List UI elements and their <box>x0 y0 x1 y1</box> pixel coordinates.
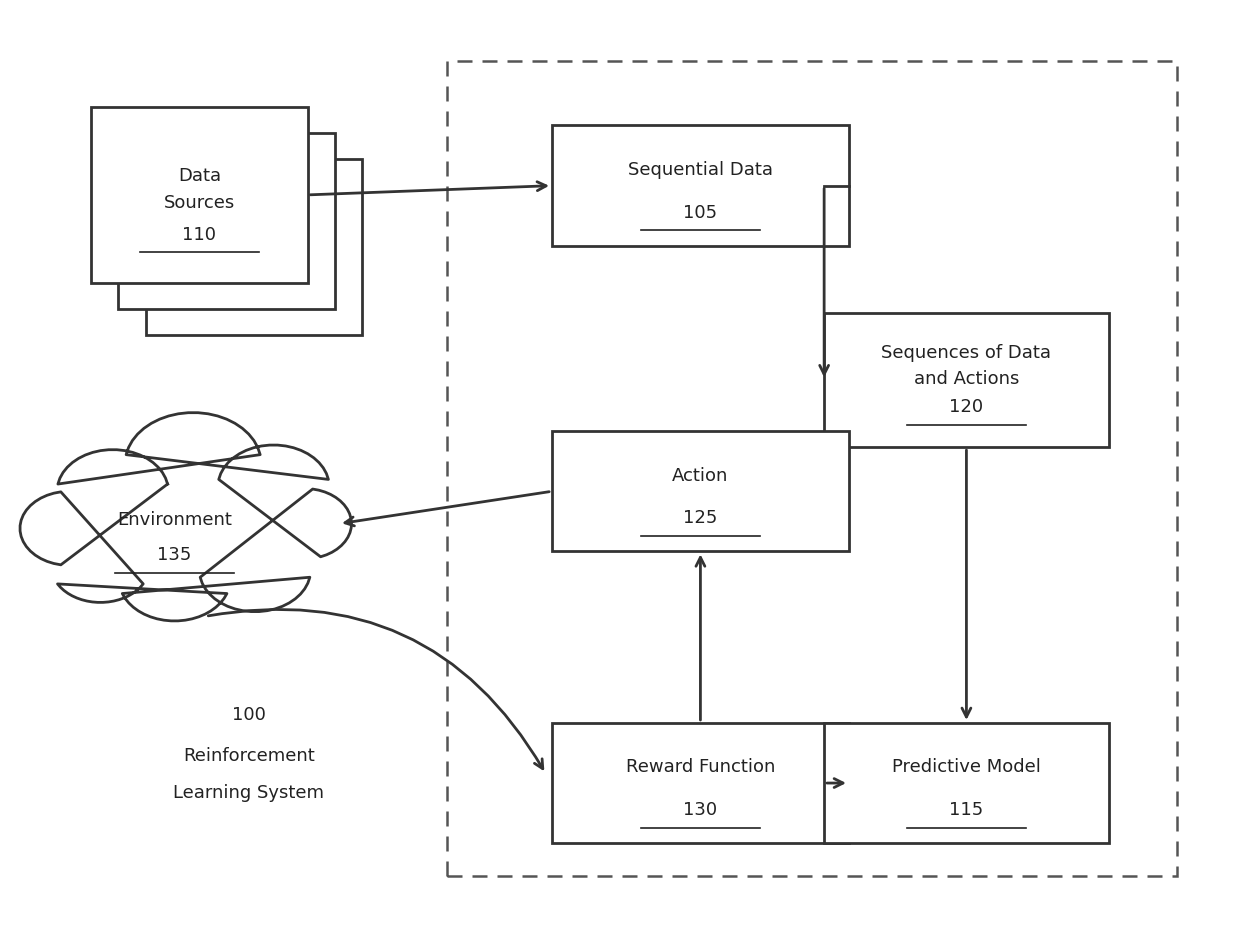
FancyBboxPatch shape <box>91 108 308 284</box>
Text: Action: Action <box>672 466 729 484</box>
Text: Reinforcement: Reinforcement <box>184 746 315 765</box>
Text: 135: 135 <box>157 546 192 563</box>
FancyBboxPatch shape <box>552 432 849 552</box>
FancyBboxPatch shape <box>825 723 1109 844</box>
Text: 120: 120 <box>950 397 983 416</box>
FancyBboxPatch shape <box>552 723 849 844</box>
FancyBboxPatch shape <box>825 314 1109 448</box>
Text: 105: 105 <box>683 203 718 222</box>
Text: Sequential Data: Sequential Data <box>627 161 773 179</box>
Text: Data: Data <box>177 166 221 185</box>
Text: Learning System: Learning System <box>174 783 325 802</box>
Text: Environment: Environment <box>117 510 232 529</box>
FancyBboxPatch shape <box>118 134 335 309</box>
Text: 115: 115 <box>950 800 983 818</box>
Text: Reward Function: Reward Function <box>626 757 775 776</box>
FancyBboxPatch shape <box>552 126 849 247</box>
Text: and Actions: and Actions <box>914 370 1019 388</box>
FancyBboxPatch shape <box>145 160 362 335</box>
Text: Sequences of Data: Sequences of Data <box>882 344 1052 362</box>
Text: 110: 110 <box>182 226 216 243</box>
Text: 125: 125 <box>683 509 718 527</box>
Polygon shape <box>20 413 351 621</box>
Text: Predictive Model: Predictive Model <box>892 757 1040 776</box>
Text: 100: 100 <box>232 705 265 723</box>
Text: 130: 130 <box>683 800 718 818</box>
Text: Sources: Sources <box>164 194 234 213</box>
